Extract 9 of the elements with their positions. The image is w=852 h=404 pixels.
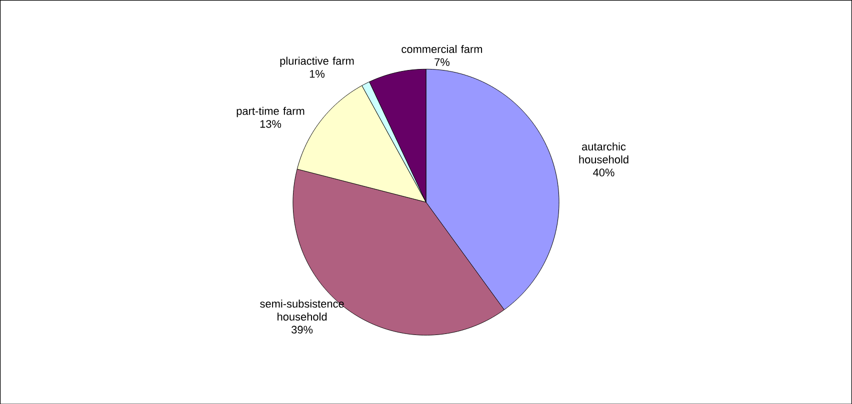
slice-label: autarchic household: [579, 142, 628, 164]
data-label: 39%: [292, 326, 313, 334]
slice-label: commercial farm: [402, 44, 482, 53]
data-label: 13%: [260, 120, 282, 128]
slice-label: pluriactive farm: [280, 56, 354, 67]
data-label: 1%: [310, 70, 325, 78]
data-label: 40%: [593, 168, 614, 176]
slice-label: part-time farm: [236, 106, 304, 117]
data-label: 7%: [434, 58, 450, 66]
